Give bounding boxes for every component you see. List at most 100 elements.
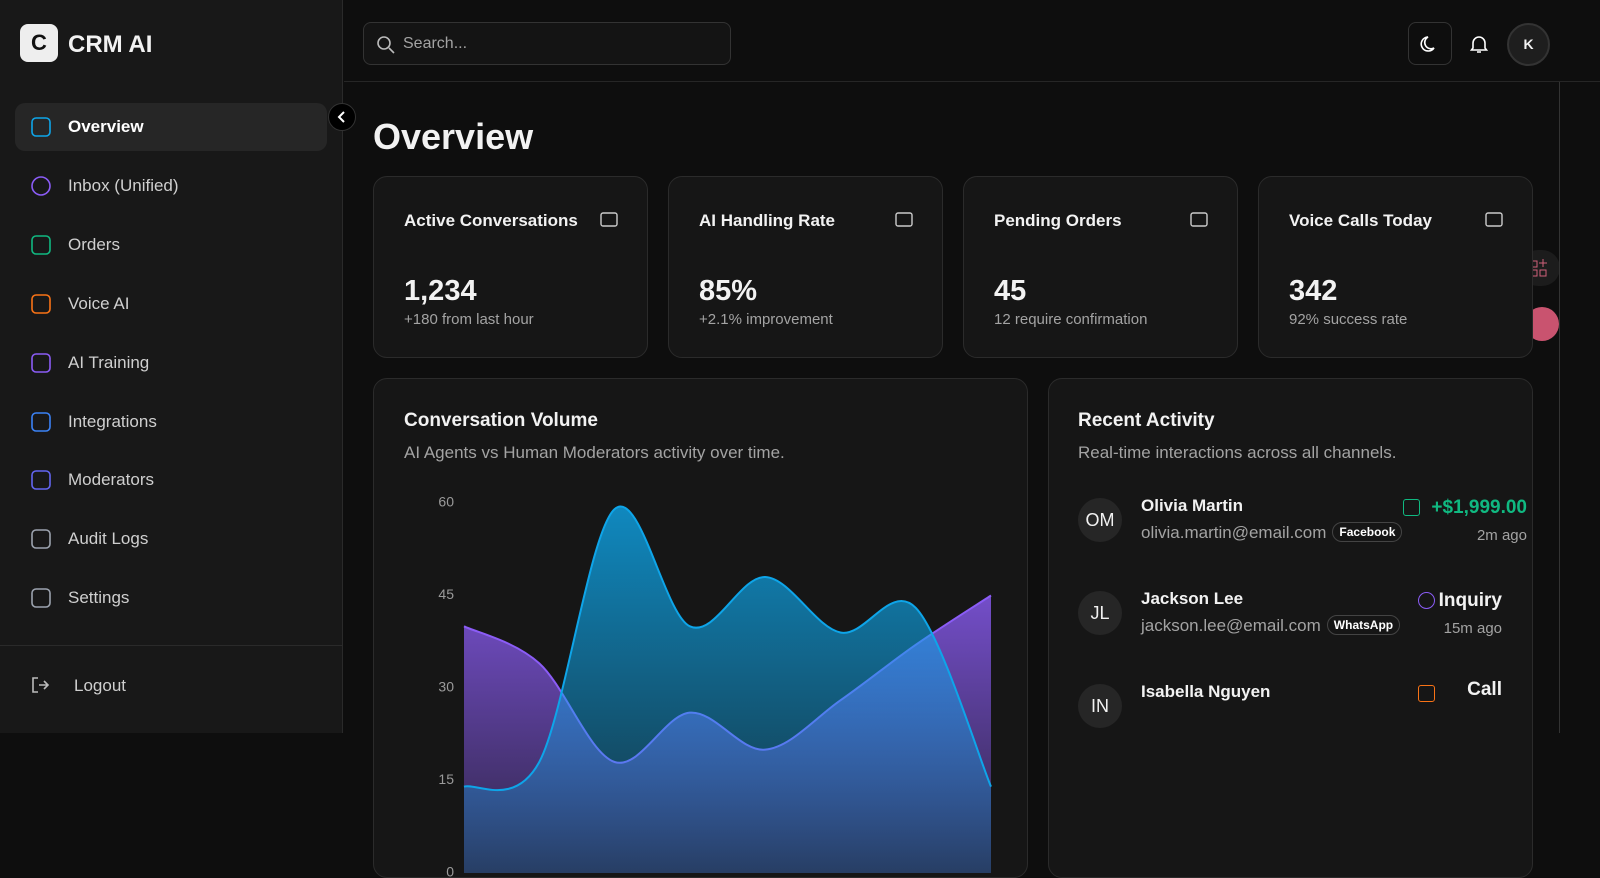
stat-value: 342 xyxy=(1289,275,1338,307)
nav-label: AI Training xyxy=(68,352,150,372)
stat-value: 1,234 xyxy=(404,275,477,307)
stat-note: +180 from last hour xyxy=(404,311,534,328)
nav-item[interactable]: Inbox (Unified) xyxy=(15,162,327,210)
nav-item[interactable]: Audit Logs xyxy=(15,515,327,563)
activity-name: Isabella Nguyen xyxy=(1141,682,1271,701)
logout-icon xyxy=(32,677,50,693)
activity-name: Olivia Martin xyxy=(1141,496,1244,515)
stat-value: 85% xyxy=(699,275,758,307)
stat-icon-shape xyxy=(895,212,913,227)
activity-email: olivia.martin@email.com xyxy=(1141,523,1327,542)
collapse-button[interactable] xyxy=(328,103,356,131)
activity-channel: WhatsApp xyxy=(1326,615,1401,635)
search-box[interactable]: Search... xyxy=(363,22,731,65)
nav-item[interactable]: Settings xyxy=(15,574,327,622)
nav-icon-shape xyxy=(31,470,51,491)
logout[interactable]: Logout xyxy=(74,676,126,695)
nav-icon xyxy=(31,234,51,255)
nav-icon-shape xyxy=(31,234,51,255)
y-tick-label: 0 xyxy=(446,864,454,878)
logo: C xyxy=(20,24,58,62)
nav-icon xyxy=(31,529,51,550)
chart-title: Conversation Volume xyxy=(404,410,598,431)
stat-title: Pending Orders xyxy=(994,211,1122,230)
stat-note: +2.1% improvement xyxy=(699,311,833,328)
header xyxy=(344,0,1600,82)
activity-detail: Call xyxy=(1467,679,1502,700)
stat-title: Active Conversations xyxy=(404,211,578,230)
nav-item[interactable]: Overview xyxy=(15,103,327,151)
y-tick-label: 60 xyxy=(438,494,454,510)
app-name: CRM AI xyxy=(68,31,153,58)
stat-value: 45 xyxy=(994,275,1027,307)
stat-icon xyxy=(600,212,618,227)
activity-detail: +$1,999.00 xyxy=(1431,497,1527,518)
sidebar: C CRM AI Overview Inbox (Unified) Orders Vo… xyxy=(0,0,343,733)
stat-icon xyxy=(895,212,913,227)
y-tick-label: 30 xyxy=(438,679,454,695)
nav-item[interactable]: Integrations xyxy=(15,398,327,446)
nav-icon-shape xyxy=(31,176,51,196)
stat-card: Active Conversations 1,234 +180 from last … xyxy=(373,176,648,358)
nav-icon-shape xyxy=(31,588,51,608)
nav-label: Overview xyxy=(68,117,144,136)
nav-icon xyxy=(31,411,51,432)
activity-time: 2m ago xyxy=(1476,527,1527,544)
nav-icon-shape xyxy=(31,293,51,314)
stat-title: Voice Calls Today xyxy=(1289,211,1432,230)
stat-card: Pending Orders 45 12 require confirmation xyxy=(963,176,1238,358)
nav-item[interactable]: Orders xyxy=(15,221,327,269)
activity-detail: Inquiry xyxy=(1438,590,1502,611)
chart-card: Conversation Volume AI Agents vs Human M… xyxy=(373,378,1028,878)
notifications[interactable] xyxy=(1468,33,1490,55)
y-tick-label: 45 xyxy=(438,586,454,602)
nav-label: Orders xyxy=(68,234,120,254)
nav-icon xyxy=(31,470,51,491)
activity-channel: Facebook xyxy=(1332,522,1403,542)
activity-icon xyxy=(1403,499,1420,516)
activity-title: Recent Activity xyxy=(1078,410,1215,431)
activity-time: 15m ago xyxy=(1443,620,1502,637)
stat-card: AI Handling Rate 85% +2.1% improvement xyxy=(668,176,943,358)
nav-icon xyxy=(31,293,51,314)
divider xyxy=(0,645,343,646)
avatar[interactable]: K xyxy=(1507,23,1550,66)
stat-icon-shape xyxy=(600,212,618,227)
scrollbar xyxy=(1559,82,1560,733)
stat-note: 92% success rate xyxy=(1289,311,1408,328)
line xyxy=(463,505,992,792)
nav-label: Integrations xyxy=(68,411,157,431)
nav-label: Settings xyxy=(68,588,130,608)
activity-icon xyxy=(1418,685,1435,702)
nav-label: Voice AI xyxy=(68,293,130,313)
page-title: Overview xyxy=(373,116,534,157)
activity-contact: olivia.martin@email.com Facebook xyxy=(1141,522,1403,543)
stat-title: AI Handling Rate xyxy=(699,211,836,230)
activity-name: Jackson Lee xyxy=(1141,589,1244,608)
activity-contact: jackson.lee@email.com WhatsApp xyxy=(1141,615,1401,636)
activity-avatar: OM xyxy=(1078,498,1122,542)
nav-icon-shape xyxy=(31,352,51,373)
nav-item[interactable]: Moderators xyxy=(15,456,327,504)
activity-card: Recent Activity Real-time interactions a… xyxy=(1048,378,1533,878)
activity-avatar: JL xyxy=(1078,591,1122,635)
stat-icon xyxy=(1190,212,1208,227)
nav-label: Audit Logs xyxy=(68,529,149,549)
nav-icon-shape xyxy=(31,529,51,550)
activity-avatar: IN xyxy=(1078,684,1122,728)
activity-email: jackson.lee@email.com xyxy=(1141,616,1321,635)
chart-subtitle: AI Agents vs Human Moderators activity o… xyxy=(404,443,785,462)
stat-card: Voice Calls Today 342 92% success rate xyxy=(1258,176,1533,358)
stat-icon xyxy=(1485,212,1503,227)
nav-item[interactable]: AI Training xyxy=(15,339,327,387)
stat-icon-shape xyxy=(1485,212,1503,227)
activity-icon xyxy=(1418,592,1435,609)
nav-label: Inbox (Unified) xyxy=(68,175,179,195)
theme-toggle[interactable] xyxy=(1408,22,1452,65)
y-tick-label: 15 xyxy=(438,771,454,787)
stat-icon-shape xyxy=(1190,212,1208,227)
nav-icon xyxy=(31,352,51,373)
activity-subtitle: Real-time interactions across all channe… xyxy=(1078,443,1397,462)
nav-item[interactable]: Voice AI xyxy=(15,280,327,328)
